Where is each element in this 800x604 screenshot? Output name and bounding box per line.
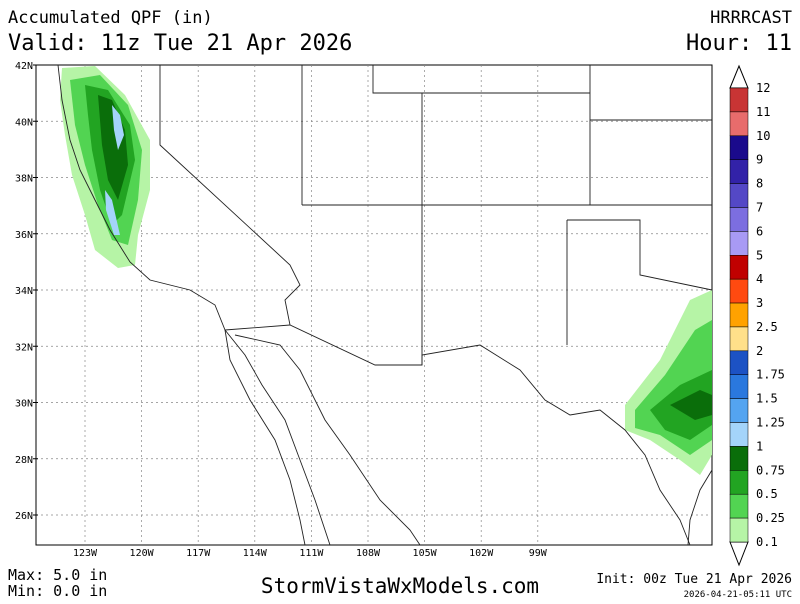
colorbar-label: 3	[756, 296, 763, 310]
max-value: Max: 5.0 in	[8, 566, 107, 584]
lon-label: 111W	[299, 548, 324, 559]
lon-label: 108W	[356, 548, 381, 559]
lon-label: 120W	[130, 548, 155, 559]
lon-label: 99W	[529, 548, 548, 559]
border	[224, 324, 691, 546]
colorbar-bottom-arrow	[729, 541, 749, 567]
lat-labels: 42N 40N 38N 36N 34N 32N 30N 28N 26N	[15, 61, 38, 522]
lon-label: 123W	[73, 548, 98, 559]
model-name: HRRRCAST	[710, 8, 792, 28]
coastline	[57, 64, 306, 546]
valid-time: Valid: 11z Tue 21 Apr 2026	[8, 31, 352, 56]
colorbar-label: 7	[756, 200, 763, 214]
colorbar-swatch	[729, 183, 749, 208]
colorbar-swatch	[729, 374, 749, 399]
lat-label: 28N	[15, 455, 33, 466]
colorbar-label: 12	[756, 81, 770, 95]
colorbar-label: 0.5	[756, 487, 778, 501]
boundaries	[57, 64, 713, 546]
colorbar-label: 8	[756, 177, 763, 191]
lat-label: 32N	[15, 342, 33, 353]
colorbar-label: 2.5	[756, 320, 778, 334]
colorbar-top-arrow	[729, 64, 749, 89]
title: Accumulated QPF (in)	[8, 8, 213, 28]
lat-label: 26N	[15, 511, 33, 522]
colorbar-swatch	[729, 111, 749, 137]
colorbar-label: 10	[756, 129, 770, 143]
colorbar: 12 11 10 9 8 7 6 5 4 3 2.5 2 1.75 1.5 1.25 1 0.75 0.5 0.25…	[729, 64, 785, 567]
colorbar-swatch	[729, 398, 749, 423]
lon-label: 114W	[243, 548, 268, 559]
colorbar-swatch	[729, 326, 749, 352]
lat-label: 36N	[15, 230, 33, 241]
timestamp: 2026-04-21-05:11 UTC	[684, 590, 792, 600]
lon-label: 117W	[186, 548, 211, 559]
colorbar-label: 0.1	[756, 535, 778, 549]
lon-labels: 123W 120W 117W 114W 111W 108W 105W 102W 99W	[73, 548, 548, 559]
state-border	[159, 65, 713, 365]
colorbar-label: 6	[756, 224, 763, 238]
lat-label: 38N	[15, 174, 33, 185]
lat-label: 42N	[15, 61, 33, 72]
colorbar-label: 9	[756, 153, 763, 167]
colorbar-label: 1	[756, 439, 763, 453]
colorbar-swatch	[729, 422, 749, 447]
lat-label: 30N	[15, 399, 33, 410]
colorbar-swatch	[729, 446, 749, 471]
lon-label: 105W	[413, 548, 438, 559]
min-value: Min: 0.0 in	[8, 582, 107, 600]
colorbar-label: 5	[756, 248, 763, 262]
colorbar-swatch	[729, 207, 749, 232]
colorbar-swatch	[729, 135, 749, 160]
colorbar-swatch	[729, 517, 749, 543]
forecast-hour: Hour: 11	[686, 31, 792, 56]
colorbar-swatch	[729, 159, 749, 184]
lon-label: 102W	[469, 548, 494, 559]
colorbar-label: 1.75	[756, 368, 785, 382]
lat-label: 34N	[15, 286, 33, 297]
colorbar-swatch	[729, 255, 749, 280]
precip	[60, 66, 712, 475]
coastline	[224, 329, 421, 546]
colorbar-swatch	[729, 493, 749, 519]
init-time: Init: 00z Tue 21 Apr 2026	[596, 572, 792, 587]
colorbar-swatch	[729, 350, 749, 375]
colorbar-swatch	[729, 278, 749, 304]
colorbar-swatch	[729, 302, 749, 328]
precip-area	[105, 105, 124, 235]
map: 42N 40N 38N 36N 34N 32N 30N 28N 26N 123W 120W 117W…	[15, 61, 713, 559]
colorbar-label: 4	[756, 272, 763, 286]
website: StormVistaWxModels.com	[261, 574, 539, 598]
colorbar-label: 1.5	[756, 392, 778, 406]
colorbar-label: 1.25	[756, 416, 785, 430]
colorbar-label: 11	[756, 105, 770, 119]
colorbar-label: 0.25	[756, 511, 785, 525]
colorbar-label: 0.75	[756, 463, 785, 477]
colorbar-swatch	[729, 231, 749, 256]
colorbar-label: 2	[756, 344, 763, 358]
precip-area	[670, 390, 712, 420]
colorbar-swatch	[729, 87, 749, 113]
colorbar-swatch	[729, 470, 749, 495]
coastline	[687, 469, 713, 546]
lat-label: 40N	[15, 117, 33, 128]
